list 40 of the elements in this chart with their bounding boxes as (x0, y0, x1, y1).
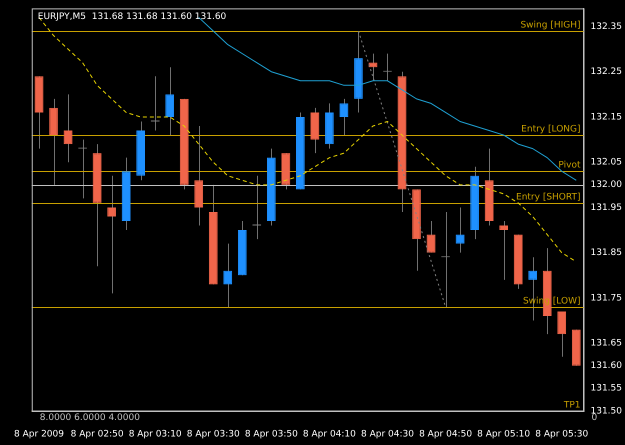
x-tick-label: 8 Apr 02:50 (70, 430, 124, 440)
y-tick-label: 131.65 (590, 338, 622, 348)
candlestick (456, 206, 464, 254)
x-tick-label: 8 Apr 03:10 (128, 430, 182, 440)
candlestick (64, 94, 72, 163)
y-tick-label: 132.35 (590, 22, 622, 32)
y-tick-label: 132.15 (590, 112, 622, 122)
y-tick-label: 131.55 (590, 384, 622, 394)
candlestick (150, 76, 160, 132)
candlestick (426, 220, 436, 254)
candlestick (165, 66, 174, 136)
y-tick-label: 131.60 (590, 361, 622, 372)
x-tick-label: 8 Apr 05:10 (477, 430, 530, 440)
y-tick-label: 131.75 (590, 293, 622, 304)
x-tick-label: 8 Apr 04:50 (419, 430, 472, 440)
candlestick (223, 243, 232, 308)
candlestick (252, 175, 262, 240)
x-tick-label: 8 Apr 04:30 (361, 430, 414, 440)
ref-line-label: Pivot (558, 160, 581, 170)
candlestick (557, 310, 566, 358)
text: EURJPY,M5 131.68 131.68 131.60 131.60 (38, 12, 227, 22)
x-tick-label: 8 Apr 05:30 (535, 430, 588, 440)
candlestick (499, 220, 508, 280)
ref-line-label: Swing [HIGH] (520, 20, 581, 30)
ref-line-label: Entry [LONG] (521, 124, 581, 134)
y-tick-label: 132.00 (590, 180, 622, 190)
x-tick-label: 8 Apr 03:50 (244, 430, 298, 440)
y-tick-label: 132.25 (590, 67, 622, 78)
y-tick-label: 131.85 (590, 248, 622, 258)
x-tick-label: 8 Apr 04:10 (302, 430, 356, 440)
y-tick-label: 131.95 (590, 202, 622, 213)
y-tick-label: 132.05 (590, 158, 622, 168)
candlestick (368, 53, 378, 82)
x-tick-label: 8 Apr 03:30 (186, 430, 240, 440)
ref-line-label: Entry [SHORT] (516, 192, 581, 202)
text: 8.0000 6.0000 4.0000 (40, 412, 140, 423)
ref-line-label: TP1 (562, 400, 581, 410)
x-tick-label: 8 Apr 2009 (14, 430, 64, 440)
candlestick (107, 175, 116, 294)
text: 0 (592, 412, 598, 423)
